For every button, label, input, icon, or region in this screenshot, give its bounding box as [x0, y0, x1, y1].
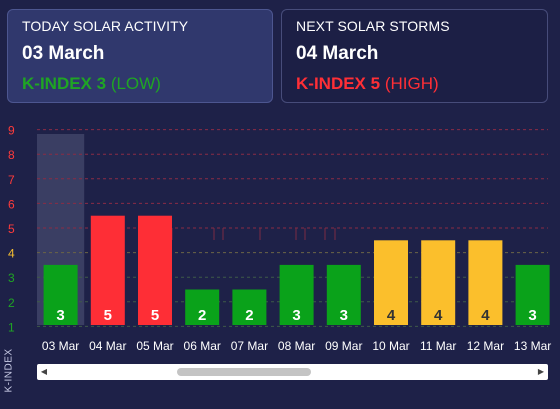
x-tick-label: 11 Mar	[420, 339, 456, 353]
bar-value-label: 3	[56, 307, 64, 324]
next-date: 04 March	[296, 43, 379, 64]
y-axis-label: K-INDEX	[3, 348, 15, 393]
bar-value-label: 4	[387, 307, 396, 324]
today-date: 03 March	[22, 43, 105, 64]
bar-value-label: 3	[340, 307, 348, 324]
x-tick-label: 07 Mar	[231, 339, 268, 353]
x-tick-label: 08 Mar	[278, 339, 315, 353]
y-tick-label-4: 4	[8, 247, 15, 261]
x-tick-label: 10 Mar	[372, 339, 409, 353]
y-tick-label-3: 3	[8, 271, 15, 285]
x-tick-label: 03 Mar	[42, 339, 79, 353]
today-k-index-value: K-INDEX 3	[22, 74, 107, 93]
today-k-index: K-INDEX 3 (LOW)	[22, 74, 161, 94]
bar-03-mar	[43, 264, 78, 325]
x-tick-label: 05 Mar	[136, 339, 173, 353]
bar-value-label: 3	[292, 307, 300, 324]
bar-value-label: 4	[434, 307, 443, 324]
bar-value-label: 2	[245, 307, 253, 324]
x-tick-label: 09 Mar	[325, 339, 362, 353]
y-tick-label-2: 2	[8, 296, 15, 310]
bar-05-mar	[138, 215, 172, 325]
today-k-index-level: (LOW)	[110, 74, 161, 93]
x-tick-label: 13 Mar	[514, 339, 551, 353]
x-tick-label: 12 Mar	[467, 339, 504, 353]
y-tick-label-7: 7	[8, 173, 15, 187]
next-card-title: NEXT SOLAR STORMS	[296, 18, 450, 34]
bar-value-label: 2	[198, 307, 206, 324]
x-tick-label: 06 Mar	[184, 339, 221, 353]
y-tick-label-6: 6	[8, 197, 15, 211]
bar-12-mar	[468, 240, 503, 325]
chart-horizontal-scrollbar[interactable]: ◀ ▶	[37, 364, 548, 380]
bar-11-mar	[421, 240, 456, 325]
scroll-right-arrow-icon[interactable]: ▶	[537, 367, 545, 376]
bar-08-mar	[279, 264, 314, 325]
bar-04-mar	[90, 215, 125, 325]
scroll-left-arrow-icon[interactable]: ◀	[40, 367, 48, 376]
bar-value-label: 5	[151, 307, 159, 324]
bar-10-mar	[374, 240, 408, 325]
bar-09-mar	[326, 264, 361, 325]
y-tick-label-1: 1	[8, 320, 15, 334]
y-tick-label-9: 9	[8, 124, 15, 138]
today-activity-card: TODAY SOLAR ACTIVITY 03 March K-INDEX 3 …	[7, 9, 273, 103]
bar-value-label: 4	[481, 307, 490, 324]
bar-value-label: 5	[104, 307, 112, 324]
next-k-index-level: (HIGH)	[384, 74, 439, 93]
today-card-title: TODAY SOLAR ACTIVITY	[22, 18, 189, 34]
next-k-index: K-INDEX 5 (HIGH)	[296, 74, 439, 94]
bar-06-mar	[185, 289, 220, 325]
y-tick-label-5: 5	[8, 222, 15, 236]
bar-value-label: 3	[528, 307, 536, 324]
y-tick-label-8: 8	[8, 148, 15, 162]
bar-07-mar	[232, 289, 267, 325]
scrollbar-thumb[interactable]	[177, 368, 311, 376]
next-storms-card: NEXT SOLAR STORMS 04 March K-INDEX 5 (HI…	[281, 9, 548, 103]
next-k-index-value: K-INDEX 5	[296, 74, 381, 93]
x-tick-label: 04 Mar	[89, 339, 126, 353]
bar-13-mar	[515, 264, 550, 325]
